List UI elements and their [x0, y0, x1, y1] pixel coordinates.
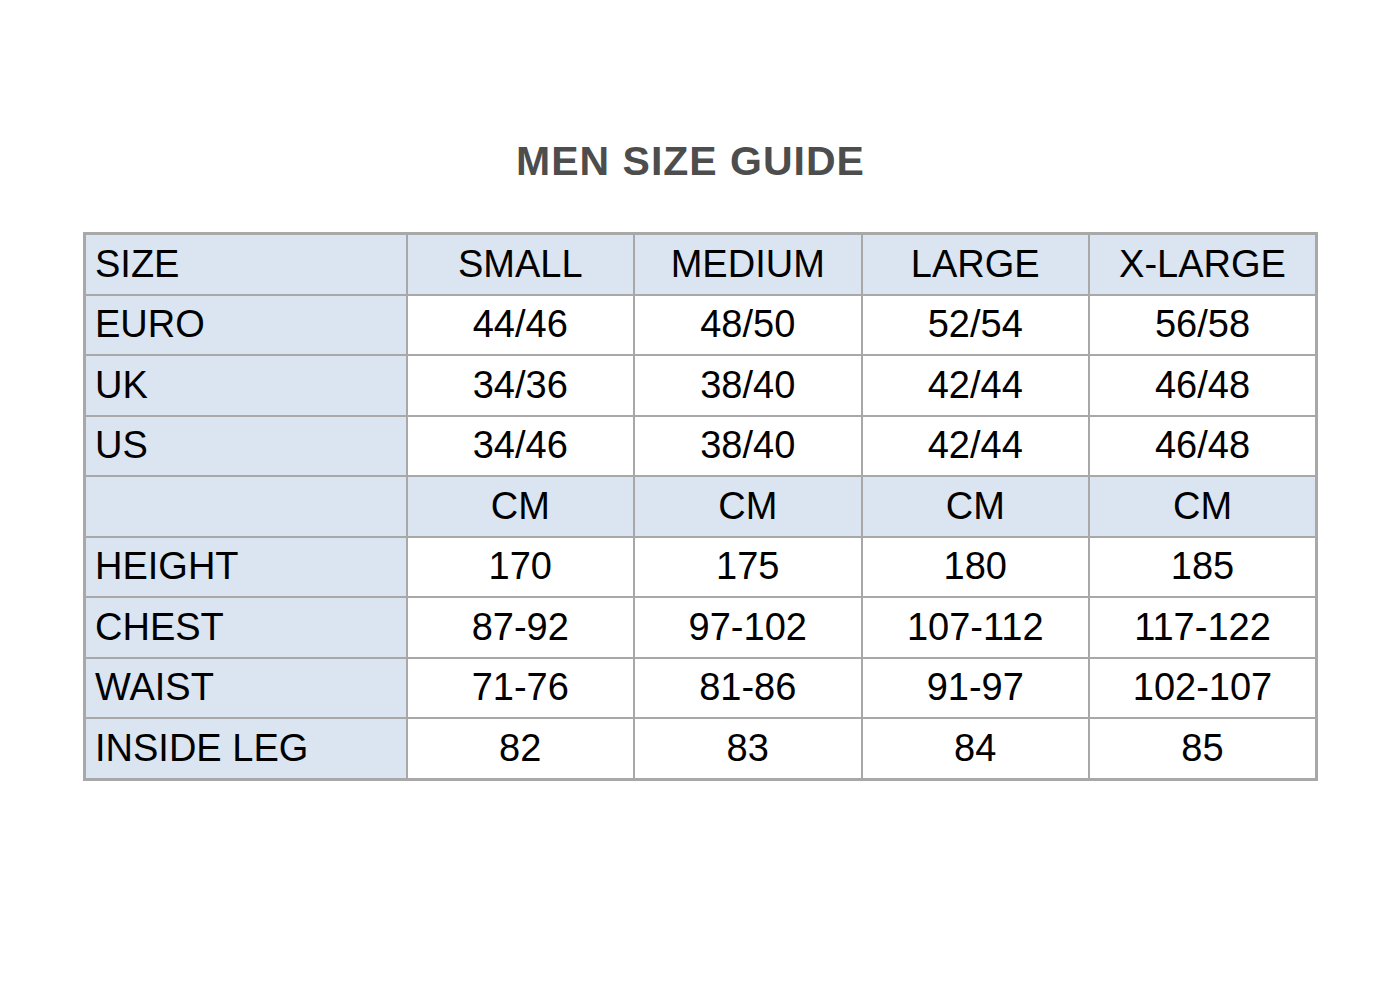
data-cell: 85 [1089, 718, 1317, 779]
table-header-row: SIZE SMALL MEDIUM LARGE X-LARGE [85, 234, 1317, 295]
data-cell: 34/36 [407, 355, 635, 416]
row-label-cell: HEIGHT [85, 537, 407, 598]
row-label-cell: INSIDE LEG [85, 718, 407, 779]
data-cell: CM [407, 476, 635, 537]
table-row-chest: CHEST 87-92 97-102 107-112 117-122 [85, 597, 1317, 658]
data-cell: 82 [407, 718, 635, 779]
data-cell: 81-86 [634, 658, 862, 719]
table-row-height: HEIGHT 170 175 180 185 [85, 537, 1317, 598]
data-cell: CM [862, 476, 1090, 537]
header-cell-xlarge: X-LARGE [1089, 234, 1317, 295]
row-label-cell: UK [85, 355, 407, 416]
row-label-cell: WAIST [85, 658, 407, 719]
data-cell: 87-92 [407, 597, 635, 658]
table-row-inside-leg: INSIDE LEG 82 83 84 85 [85, 718, 1317, 779]
data-cell: 38/40 [634, 355, 862, 416]
table-row-cm-units: CM CM CM CM [85, 476, 1317, 537]
data-cell: 52/54 [862, 295, 1090, 356]
data-cell: 46/48 [1089, 416, 1317, 477]
data-cell: 71-76 [407, 658, 635, 719]
data-cell: CM [634, 476, 862, 537]
data-cell: 97-102 [634, 597, 862, 658]
row-label-cell [85, 476, 407, 537]
data-cell: 102-107 [1089, 658, 1317, 719]
row-label-cell: EURO [85, 295, 407, 356]
data-cell: 91-97 [862, 658, 1090, 719]
table-row-euro: EURO 44/46 48/50 52/54 56/58 [85, 295, 1317, 356]
data-cell: 175 [634, 537, 862, 598]
header-cell-small: SMALL [407, 234, 635, 295]
data-cell: 56/58 [1089, 295, 1317, 356]
data-cell: 180 [862, 537, 1090, 598]
page-title: MEN SIZE GUIDE [0, 138, 1381, 185]
header-cell-large: LARGE [862, 234, 1090, 295]
data-cell: 107-112 [862, 597, 1090, 658]
data-cell: 44/46 [407, 295, 635, 356]
data-cell: 117-122 [1089, 597, 1317, 658]
size-guide-table: SIZE SMALL MEDIUM LARGE X-LARGE EURO 44/… [83, 232, 1318, 781]
table-row-us: US 34/46 38/40 42/44 46/48 [85, 416, 1317, 477]
data-cell: 34/46 [407, 416, 635, 477]
header-cell-medium: MEDIUM [634, 234, 862, 295]
data-cell: 170 [407, 537, 635, 598]
data-cell: 83 [634, 718, 862, 779]
data-cell: CM [1089, 476, 1317, 537]
data-cell: 48/50 [634, 295, 862, 356]
data-cell: 84 [862, 718, 1090, 779]
data-cell: 42/44 [862, 355, 1090, 416]
row-label-cell: US [85, 416, 407, 477]
row-label-cell: CHEST [85, 597, 407, 658]
data-cell: 46/48 [1089, 355, 1317, 416]
table-row-uk: UK 34/36 38/40 42/44 46/48 [85, 355, 1317, 416]
data-cell: 42/44 [862, 416, 1090, 477]
data-cell: 38/40 [634, 416, 862, 477]
table-row-waist: WAIST 71-76 81-86 91-97 102-107 [85, 658, 1317, 719]
header-cell-size: SIZE [85, 234, 407, 295]
data-cell: 185 [1089, 537, 1317, 598]
